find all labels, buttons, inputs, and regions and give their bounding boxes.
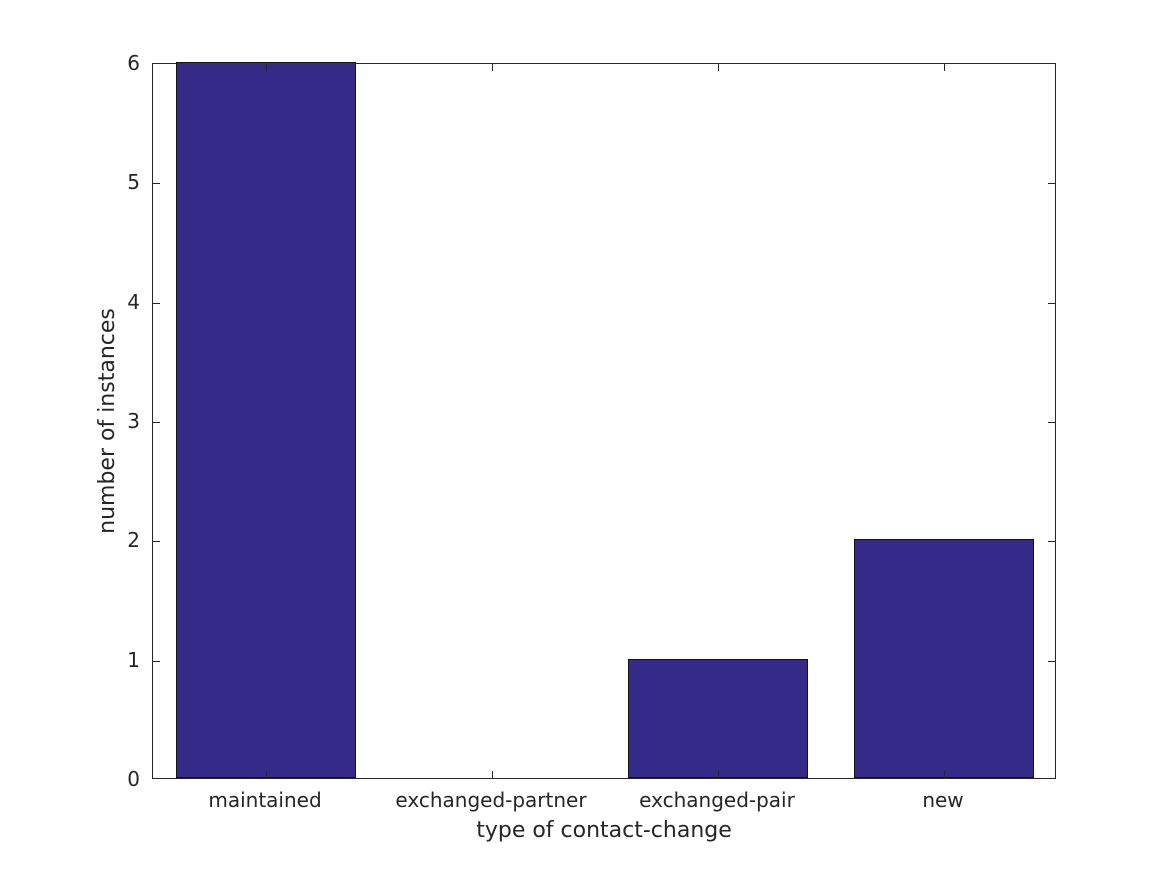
y-tick-label-3: 3 [127, 409, 140, 433]
y-tick-right [1048, 183, 1055, 185]
x-tick-top [492, 64, 493, 71]
y-tick-label-4: 4 [127, 289, 140, 314]
y-tick-label-5: 5 [127, 170, 140, 195]
x-tick-bottom [492, 771, 493, 778]
y-tick-right [1048, 302, 1055, 304]
x-tick-label-maintained: maintained [208, 788, 322, 812]
y-tick-left [153, 660, 160, 662]
x-tick-bottom [266, 771, 267, 778]
y-tick-left [153, 541, 160, 543]
x-tick-top [944, 64, 945, 71]
x-tick-label-exchanged-partner: exchanged-partner [395, 788, 587, 812]
bar-new [853, 539, 1035, 778]
y-tick-right [1048, 422, 1055, 423]
y-tick-left [153, 422, 160, 423]
y-tick-right [1048, 541, 1055, 543]
y-tick-label-0: 0 [127, 767, 140, 791]
y-tick-label-6: 6 [127, 51, 140, 75]
y-tick-left [153, 302, 160, 304]
bar-maintained [175, 62, 357, 778]
x-tick-label-exchanged-pair: exchanged-pair [639, 788, 795, 812]
x-tick-bottom [944, 771, 945, 778]
bar-exchanged-pair [627, 658, 809, 778]
x-tick-bottom [718, 771, 719, 778]
x-tick-top [266, 64, 267, 71]
x-axis-title: type of contact-change [476, 818, 732, 843]
y-axis-title: number of instances [95, 308, 120, 534]
y-tick-label-1: 1 [127, 647, 140, 672]
x-tick-label-new: new [922, 788, 964, 812]
y-tick-label-2: 2 [127, 528, 140, 553]
y-tick-right [1048, 660, 1055, 662]
y-tick-left [153, 183, 160, 185]
plot-area [152, 62, 1056, 779]
x-tick-top [718, 64, 719, 71]
